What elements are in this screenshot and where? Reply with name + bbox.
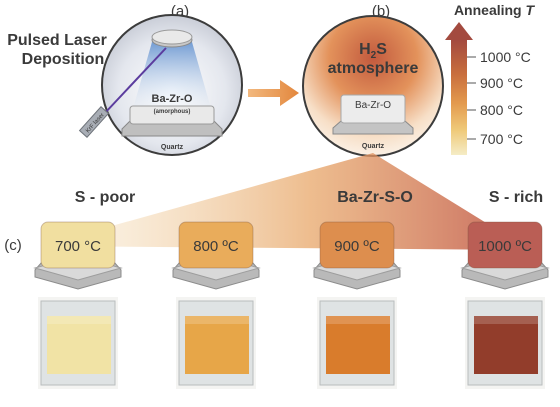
svg-text:H2S: H2S	[359, 41, 387, 61]
substrate-label-b: Quartz	[362, 143, 385, 150]
laser-beam	[103, 47, 167, 115]
sample-label-2: 900 ºC	[334, 238, 380, 255]
gradient-cone	[40, 153, 530, 250]
sample-tile-0: 700 °C	[33, 221, 123, 290]
film-label-a: Ba-Zr-O	[152, 93, 193, 105]
sample-tile-1: 800 ºC	[171, 221, 261, 290]
scale-title: Annealing T	[454, 2, 536, 18]
gas-sub: 2	[371, 50, 377, 61]
sample-tiles: 700 °C 800 ºC 900 ºC 1000 ºC	[33, 221, 550, 290]
temperature-scale-bar	[445, 22, 473, 155]
pld-title-line2: Deposition	[22, 51, 105, 68]
sample-photos	[38, 297, 545, 389]
h2s-chamber: H2S atmosphere Ba-Zr-O Quartz	[302, 15, 444, 157]
scale-ticks: 1000 °C 900 °C 800 °C 700 °C	[467, 49, 531, 147]
sample-tile-3: 1000 ºC	[460, 221, 550, 290]
film-label-b: Ba-Zr-O	[355, 100, 391, 111]
pld-chamber: KrF laser Ba-Zr-O (amorphous) Quartz	[78, 14, 243, 156]
s-rich-label: S - rich	[489, 189, 543, 206]
sample-tile-2: 900 ºC	[312, 221, 402, 290]
panel-c-label: (c)	[4, 237, 22, 254]
tick-900: 900 °C	[480, 75, 523, 91]
target-disk	[151, 29, 193, 45]
tick-700: 700 °C	[480, 131, 523, 147]
film-note-a: (amorphous)	[154, 109, 191, 115]
laser-source	[78, 106, 110, 138]
sample-label-3: 1000 ºC	[478, 238, 532, 255]
gas-main: H	[359, 41, 371, 58]
pld-title-line1: Pulsed Laser	[7, 32, 107, 49]
sample-photo-3	[465, 297, 545, 389]
sample-photo-0	[38, 297, 118, 389]
tick-1000: 1000 °C	[480, 49, 531, 65]
sample-photo-1	[176, 297, 256, 389]
gas-tail: S	[376, 41, 387, 58]
atmosphere-label: atmosphere	[328, 60, 419, 77]
process-arrow	[248, 80, 299, 106]
sample-photo-2	[317, 297, 397, 389]
substrate-label-a: Quartz	[161, 144, 184, 151]
sample-label-0: 700 °C	[55, 238, 101, 255]
s-poor-label: S - poor	[75, 189, 135, 206]
sample-label-1: 800 ºC	[193, 238, 239, 255]
composition-label: Ba-Zr-S-O	[337, 189, 413, 206]
tick-800: 800 °C	[480, 102, 523, 118]
